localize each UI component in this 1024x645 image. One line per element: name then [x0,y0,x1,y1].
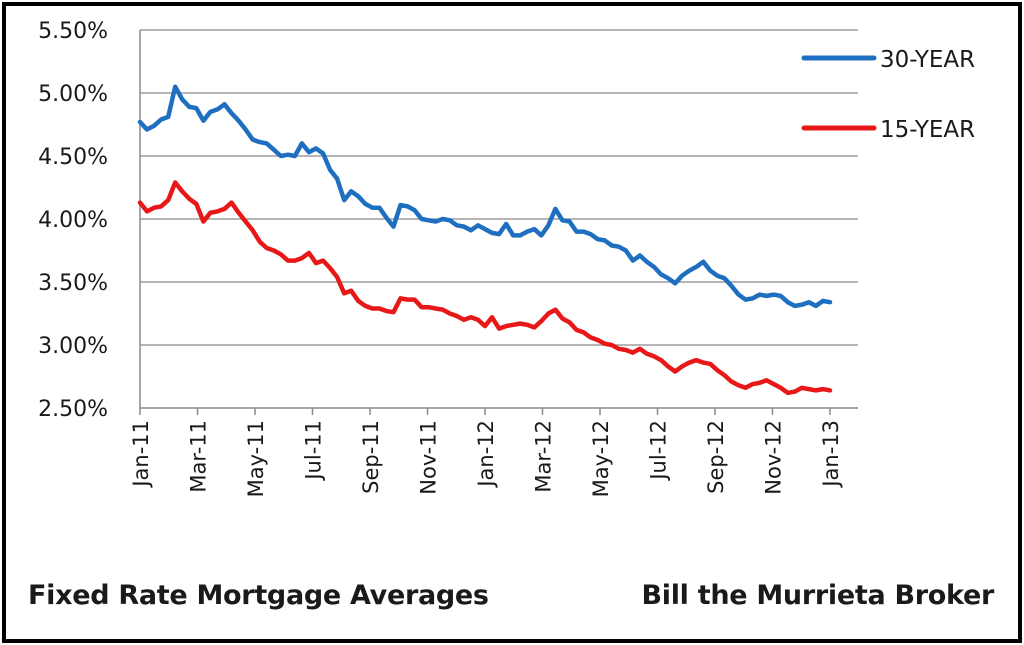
x-tick-label: Sep-12 [704,420,728,494]
y-tick-label: 2.50% [38,397,108,422]
x-tick-label: Jan-12 [474,420,498,489]
x-tick-label: Nov-12 [762,420,786,495]
legend: 30-YEAR 15-YEAR [801,47,975,143]
x-tick-label: Jan-11 [129,420,153,489]
series-lines [137,84,833,396]
x-tick-label: Mar-12 [532,420,556,493]
x-tick-label: Jul-12 [647,420,671,482]
x-tick-label: Sep-11 [359,420,383,494]
gridlines [140,29,858,346]
chart-caption-left: Fixed Rate Mortgage Averages [28,580,489,611]
series-line-30-year [137,84,833,309]
y-tick-label: 5.50% [38,19,108,44]
legend-label: 30-YEAR [880,47,975,73]
chart-caption-right: Bill the Murrieta Broker [641,580,994,611]
y-tick-label: 5.00% [38,82,108,107]
legend-label: 15-YEAR [880,117,975,143]
y-tick-label: 3.00% [38,334,108,359]
y-tick-label: 3.50% [38,271,108,296]
axes: 2.50% 3.00% 3.50% 4.00% 4.50% 5.00% 5.50% Jan-1… [38,19,858,497]
x-tick-label: Mar-11 [187,420,211,493]
x-tick-label: Nov-11 [417,420,441,495]
x-tick-label: May-11 [244,420,268,497]
series-line-15-year [137,180,833,396]
y-tick-label: 4.00% [38,208,108,233]
y-tick-label: 4.50% [38,145,108,170]
x-tick-label: Jul-11 [302,420,326,482]
x-tick-label: Jan-13 [819,420,843,489]
x-tick-label: May-12 [589,420,613,497]
